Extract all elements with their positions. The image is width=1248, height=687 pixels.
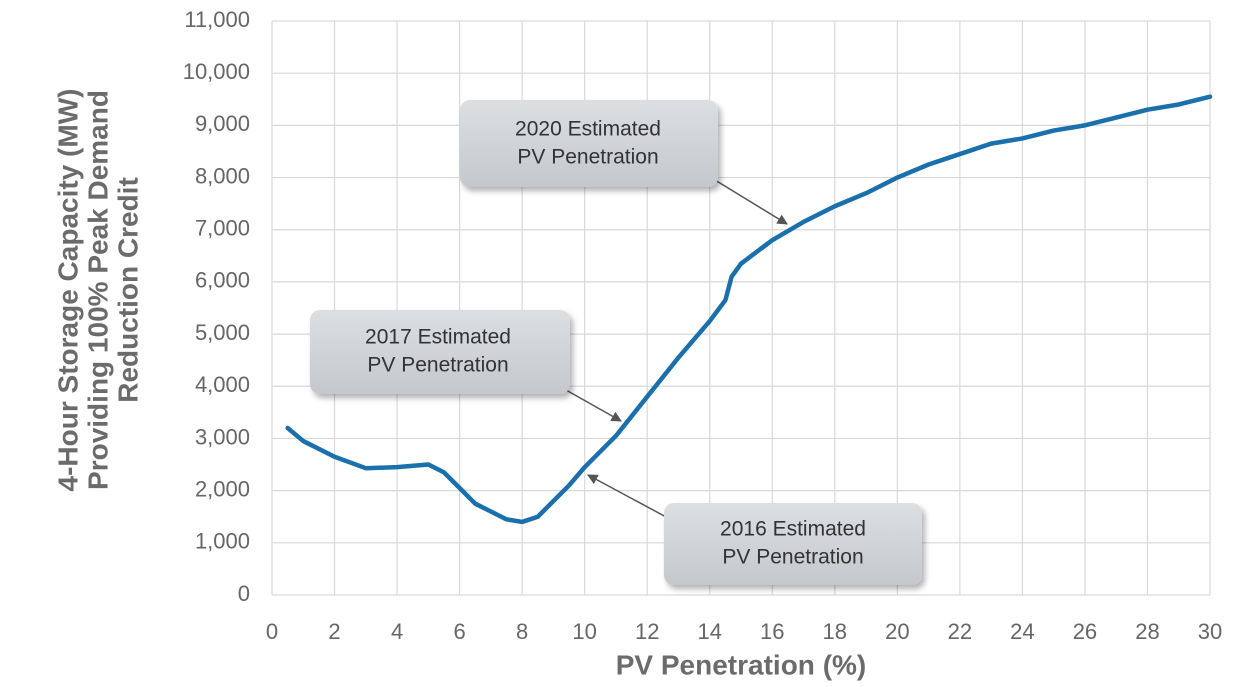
x-tick-label: 24 xyxy=(1010,619,1034,644)
y-tick-label: 11,000 xyxy=(184,7,250,32)
y-tick-label: 10,000 xyxy=(183,59,250,84)
annotation-box xyxy=(460,100,718,187)
x-tick-label: 12 xyxy=(635,619,659,644)
annotation-arrow xyxy=(565,389,622,422)
annotation-text: 2016 Estimated xyxy=(720,518,866,541)
annotation-box xyxy=(310,310,570,394)
x-tick-label: 30 xyxy=(1198,619,1222,644)
x-tick-label: 20 xyxy=(885,619,909,644)
annotation-box xyxy=(664,503,922,585)
y-tick-label: 5,000 xyxy=(195,320,250,345)
y-tick-label: 0 xyxy=(238,581,250,606)
x-tick-label: 14 xyxy=(697,619,721,644)
y-tick-label: 7,000 xyxy=(195,216,250,241)
y-axis-title-line: Reduction Credit xyxy=(112,177,143,403)
plot xyxy=(285,94,1213,525)
y-tick-label: 2,000 xyxy=(195,476,250,501)
annotation-arrow xyxy=(714,179,788,225)
annotation: 2016 Estimated PV Penetration xyxy=(587,474,922,585)
annotation: 2017 Estimated PV Penetration xyxy=(310,310,622,422)
annotation-text: PV Penetration xyxy=(517,146,658,169)
x-axis-title: PV Penetration (%) xyxy=(616,649,866,680)
annotation: 2020 Estimated PV Penetration xyxy=(460,100,788,225)
x-tick-label: 8 xyxy=(516,619,528,644)
annotation-text: PV Penetration xyxy=(722,546,863,569)
y-tick-label: 8,000 xyxy=(195,163,250,188)
annotation-text: PV Penetration xyxy=(367,354,508,377)
x-tick-label: 4 xyxy=(391,619,403,644)
y-tick-label: 3,000 xyxy=(195,424,250,449)
x-tick-label: 0 xyxy=(266,619,278,644)
y-tick-label: 6,000 xyxy=(195,268,250,293)
x-tick-label: 10 xyxy=(572,619,596,644)
y-axis-title: 4-Hour Storage Capacity (MW) Providing 1… xyxy=(52,89,143,492)
y-tick-label: 1,000 xyxy=(195,529,250,554)
y-axis-title-line: Providing 100% Peak Demand xyxy=(82,90,113,490)
x-tick-label: 22 xyxy=(948,619,972,644)
y-tick-label: 4,000 xyxy=(195,372,250,397)
annotation-text: 2017 Estimated xyxy=(365,326,511,349)
annotation-text: 2020 Estimated xyxy=(515,118,661,141)
line xyxy=(285,94,1213,525)
y-tick-label: 9,000 xyxy=(195,111,250,136)
x-tick-label: 18 xyxy=(823,619,847,644)
x-tick-label: 2 xyxy=(328,619,340,644)
y-axis-title-line: 4-Hour Storage Capacity (MW) xyxy=(52,89,83,492)
x-tick-label: 28 xyxy=(1135,619,1159,644)
x-tick-label: 6 xyxy=(453,619,465,644)
x-tick-label: 26 xyxy=(1073,619,1097,644)
annotation-arrow xyxy=(587,474,669,519)
x-tick-label: 16 xyxy=(760,619,784,644)
